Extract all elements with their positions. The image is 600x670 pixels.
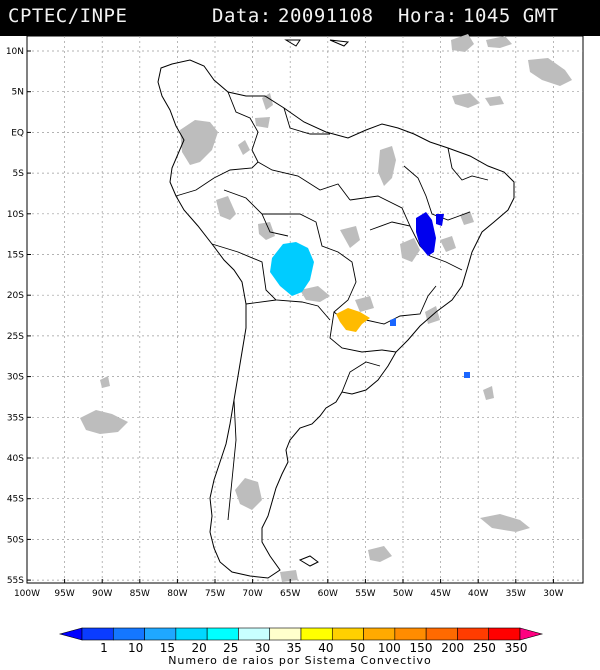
colorbar-tick-label: 30 bbox=[255, 641, 270, 655]
lon-tick-label: 70W bbox=[242, 589, 262, 599]
lat-tick-label: 55S bbox=[7, 576, 24, 586]
colorbar-swatch bbox=[112, 627, 145, 641]
lon-tick-label: 90W bbox=[92, 589, 112, 599]
colorbar-tick-label: 350 bbox=[505, 641, 528, 655]
colorbar-swatch bbox=[394, 627, 427, 641]
colorbar-swatch bbox=[269, 627, 302, 641]
south-america-coastline bbox=[157, 59, 515, 579]
lat-tick-label: 10S bbox=[7, 210, 24, 220]
colorbar-tick-label: 250 bbox=[473, 641, 496, 655]
lat-tick-label: EQ bbox=[11, 128, 24, 138]
colorbar-tick-label: 1 bbox=[100, 641, 108, 655]
country-borders bbox=[175, 91, 489, 521]
colorbar-swatch bbox=[457, 627, 490, 641]
colorbar-tick-label: 15 bbox=[160, 641, 175, 655]
lon-tick-label: 55W bbox=[355, 589, 375, 599]
date-value: 20091108 bbox=[278, 5, 374, 27]
date-label: Data: bbox=[212, 5, 272, 27]
lon-tick-label: 30W bbox=[543, 589, 563, 599]
colorbar-swatch bbox=[175, 627, 208, 641]
colorbar-swatch bbox=[363, 627, 396, 641]
lon-tick-label: 65W bbox=[280, 589, 300, 599]
lat-tick-label: 40S bbox=[7, 454, 24, 464]
lon-tick-label: 75W bbox=[205, 589, 225, 599]
colorbar-swatch bbox=[81, 627, 114, 641]
colorbar-tick-label: 150 bbox=[410, 641, 433, 655]
lon-tick-label: 95W bbox=[54, 589, 74, 599]
agency-title: CPTEC/INPE bbox=[8, 5, 128, 27]
lightning-system-paraguay bbox=[336, 308, 370, 332]
caribbean-islands bbox=[284, 39, 350, 47]
lat-tick-label: 5S bbox=[13, 169, 25, 179]
colorbar-tick-label: 35 bbox=[287, 641, 302, 655]
hour-label: Hora: bbox=[398, 5, 458, 27]
lon-tick-label: 40W bbox=[468, 589, 488, 599]
lon-tick-label: 85W bbox=[130, 589, 150, 599]
colorbar-tick-label: 40 bbox=[318, 641, 333, 655]
lat-tick-label: 30S bbox=[7, 373, 24, 383]
colorbar-tick-label: 25 bbox=[223, 641, 238, 655]
lat-tick-label: 50S bbox=[7, 535, 24, 545]
colorbar-label: Numero de raios por Sistema Convectivo bbox=[168, 654, 432, 667]
colorbar-tick-label: 100 bbox=[378, 641, 401, 655]
colorbar-swatch bbox=[144, 627, 177, 641]
lon-tick-label: 100W bbox=[14, 589, 40, 599]
colorbar-tick-label: 20 bbox=[191, 641, 206, 655]
lat-tick-label: 15S bbox=[7, 251, 24, 261]
colorbar-swatch bbox=[300, 627, 333, 641]
graticule-grid bbox=[27, 36, 583, 583]
lat-tick-label: 35S bbox=[7, 413, 24, 423]
lat-tick-label: 5N bbox=[12, 88, 24, 98]
colorbar-tick-label: 200 bbox=[441, 641, 464, 655]
lightning-system-bolivia bbox=[270, 242, 314, 296]
hour-value: 1045 GMT bbox=[463, 5, 559, 27]
colorbar-tick-label: 50 bbox=[350, 641, 365, 655]
title-bar: CPTEC/INPE Data: 20091108 Hora: 1045 GMT bbox=[0, 0, 600, 36]
axis-ticks: 10N 5N EQ 5S 10S 15S 20S 25S 30S 35S 40S 45S 50S 55S 1… bbox=[6, 47, 564, 599]
map-frame bbox=[26, 35, 584, 584]
colorbar-max-arrow bbox=[519, 627, 544, 641]
falkland-islands bbox=[298, 555, 319, 567]
colorbar-tick-label: 10 bbox=[128, 641, 143, 655]
lon-tick-label: 35W bbox=[506, 589, 526, 599]
colorbar-swatch bbox=[425, 627, 458, 641]
lat-tick-label: 10N bbox=[6, 47, 24, 57]
lat-tick-label: 25S bbox=[7, 332, 24, 342]
lat-tick-label: 20S bbox=[7, 291, 24, 301]
lon-tick-label: 50W bbox=[393, 589, 413, 599]
colorbar-swatch bbox=[331, 627, 364, 641]
colorbar: 1 10 15 20 25 30 35 40 50 100 150 200 250 350 bbox=[58, 627, 544, 655]
lon-tick-label: 80W bbox=[167, 589, 187, 599]
colorbar-min-arrow bbox=[58, 627, 83, 641]
colorbar-swatch bbox=[238, 627, 271, 641]
lon-tick-label: 45W bbox=[430, 589, 450, 599]
lat-tick-label: 45S bbox=[7, 495, 24, 505]
colorbar-swatch bbox=[488, 627, 521, 641]
lon-tick-label: 60W bbox=[318, 589, 338, 599]
colorbar-swatch bbox=[206, 627, 239, 641]
lightning-system-bahia bbox=[416, 212, 444, 256]
